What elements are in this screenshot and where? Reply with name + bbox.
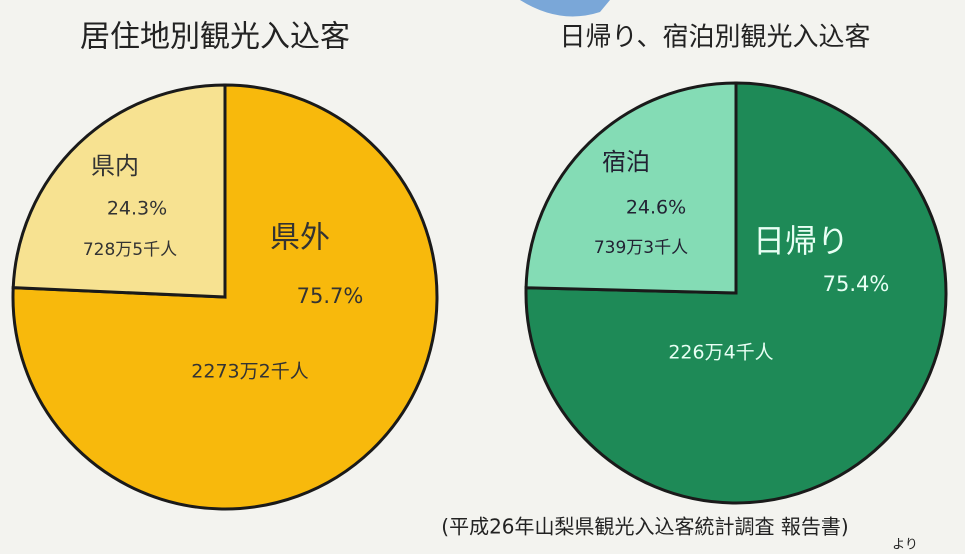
slice-label: 宿泊 (602, 148, 650, 176)
chart-title: 日帰り、宿泊別観光入込客 (560, 23, 871, 53)
slice-count-label: 728万5千人 (83, 240, 177, 260)
slice-value-label: 75.7% (297, 284, 364, 308)
slice-value-label: 24.6% (626, 197, 686, 219)
slice-value-label: 24.3% (107, 198, 167, 220)
source: (平成26年山梨県観光入込客統計調査 報告書) (441, 515, 848, 539)
slice-label: 日帰り (753, 222, 849, 260)
slice-count-label: 2273万2千人 (191, 361, 308, 383)
slice-count-label: 739万3千人 (594, 238, 688, 258)
slice-label: 県外 (270, 221, 330, 256)
slice-label: 県内 (91, 152, 139, 180)
pie-slice (11, 83, 227, 299)
pie-slice (11, 83, 439, 511)
slice-count-label: 226万4千人 (668, 342, 773, 364)
pie-slice (524, 81, 738, 295)
chart-title: 居住地別観光入込客 (80, 20, 350, 55)
decoration (520, 0, 610, 17)
source-note: より (892, 538, 918, 553)
slice-value-label: 75.4% (823, 272, 890, 296)
